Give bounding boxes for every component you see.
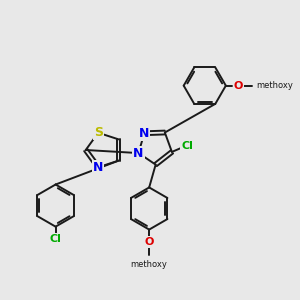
Text: Cl: Cl <box>181 141 193 151</box>
Text: N: N <box>139 127 149 140</box>
Text: N: N <box>93 161 104 174</box>
Text: Cl: Cl <box>50 234 61 244</box>
Text: S: S <box>94 126 103 139</box>
Text: N: N <box>134 147 144 160</box>
Text: methoxy: methoxy <box>256 81 293 90</box>
Text: O: O <box>233 81 243 91</box>
Text: O: O <box>145 237 154 247</box>
Text: methoxy: methoxy <box>131 260 168 269</box>
